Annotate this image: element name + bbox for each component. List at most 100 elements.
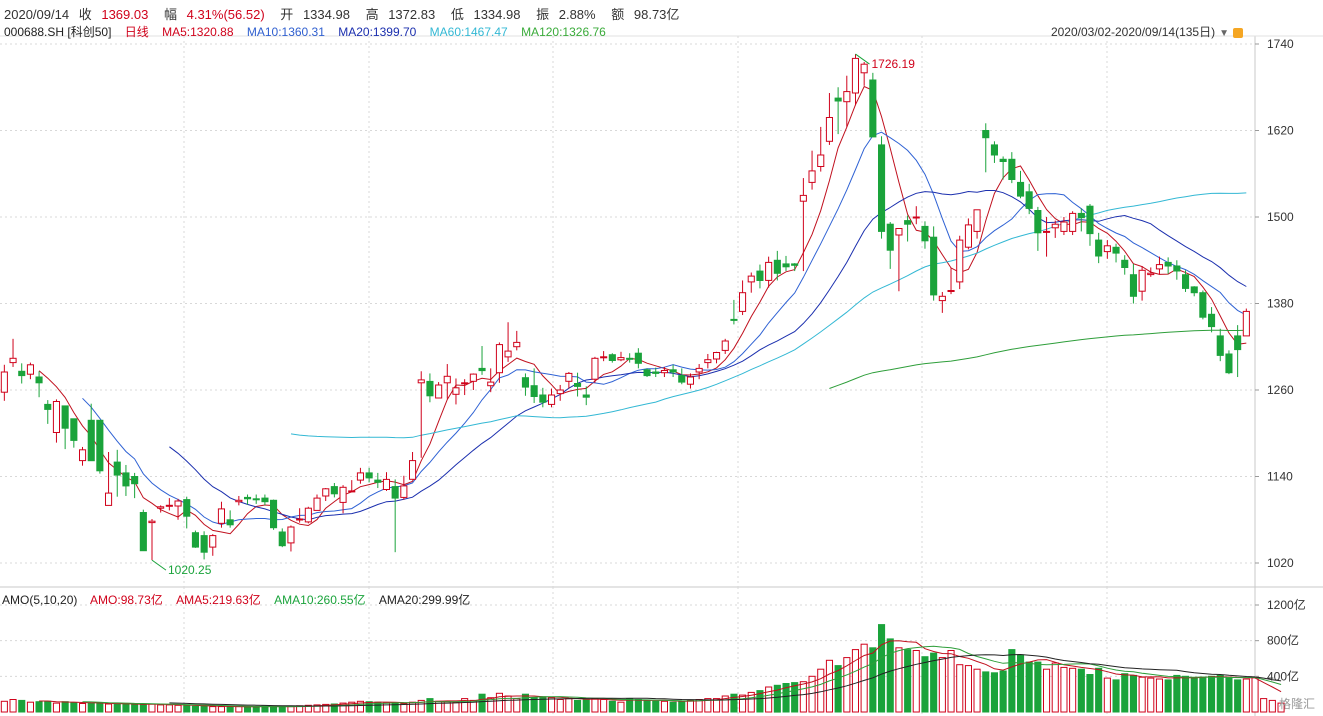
volume-bar[interactable] (1199, 676, 1207, 713)
volume-bar[interactable] (304, 704, 312, 713)
volume-bar[interactable] (270, 706, 278, 713)
volume-bar[interactable] (452, 701, 460, 713)
volume-bar[interactable] (87, 702, 95, 713)
volume-bar[interactable] (165, 704, 173, 713)
volume-bar[interactable] (1260, 698, 1268, 713)
candle[interactable] (261, 494, 269, 506)
candle[interactable] (626, 353, 634, 363)
candle[interactable] (148, 519, 156, 561)
candle[interactable] (721, 338, 729, 354)
volume-bar[interactable] (70, 702, 78, 713)
volume-bar[interactable] (313, 704, 321, 713)
volume-bar[interactable] (938, 657, 946, 713)
candle[interactable] (582, 386, 590, 406)
volume-bar[interactable] (1086, 674, 1094, 713)
volume-bar[interactable] (1208, 675, 1216, 713)
candle[interactable] (469, 373, 477, 390)
volume-bar[interactable] (869, 647, 877, 713)
volume-bar[interactable] (1060, 666, 1068, 713)
volume-bar[interactable] (851, 649, 860, 713)
candle[interactable] (409, 451, 417, 480)
candle[interactable] (244, 494, 252, 505)
candle[interactable] (634, 348, 642, 369)
candle[interactable] (808, 150, 816, 190)
volume-bar[interactable] (487, 697, 495, 713)
candle[interactable] (643, 368, 651, 378)
candle[interactable] (443, 364, 451, 399)
volume-bar[interactable] (660, 700, 669, 713)
volume-bar[interactable] (973, 668, 981, 713)
candle[interactable] (217, 501, 225, 528)
volume-bar[interactable] (52, 702, 61, 713)
candle[interactable] (999, 156, 1007, 180)
candle[interactable] (382, 472, 390, 491)
volume-bar[interactable] (235, 706, 243, 713)
volume-bar[interactable] (417, 699, 425, 713)
candle[interactable] (1121, 255, 1129, 275)
candle[interactable] (843, 75, 851, 127)
candle[interactable] (504, 322, 512, 362)
candle[interactable] (18, 363, 26, 384)
volume-bar[interactable] (191, 705, 199, 713)
candle[interactable] (1216, 328, 1224, 362)
candle[interactable] (739, 280, 747, 316)
volume-bar[interactable] (244, 706, 252, 713)
volume-bar[interactable] (565, 698, 573, 713)
volume-bar[interactable] (791, 682, 799, 713)
candle[interactable] (96, 419, 104, 474)
candle[interactable] (912, 206, 920, 225)
candle[interactable] (296, 508, 304, 523)
candle[interactable] (70, 418, 78, 448)
volume-bar[interactable] (1277, 702, 1285, 713)
candle[interactable] (938, 291, 946, 313)
candle[interactable] (686, 373, 695, 389)
candle[interactable] (956, 235, 964, 290)
volume-bar[interactable] (1225, 677, 1233, 713)
candle[interactable] (860, 62, 868, 86)
candle[interactable] (1173, 260, 1181, 280)
volume-bar[interactable] (209, 706, 217, 713)
candle[interactable] (1242, 308, 1250, 337)
date-range-text[interactable]: 2020/03/02-2020/09/14(135日) (1050, 25, 1216, 39)
candle[interactable] (235, 495, 243, 506)
candle[interactable] (478, 346, 486, 375)
volume-bar[interactable] (773, 684, 781, 713)
date-range-selector[interactable]: 2020/03/02-2020/09/14(135日) ▼ (1051, 23, 1243, 40)
volume-bar[interactable] (122, 703, 130, 713)
candle[interactable] (1164, 257, 1172, 274)
candle[interactable] (1138, 266, 1146, 301)
candle[interactable] (435, 382, 443, 399)
candle[interactable] (417, 371, 425, 458)
candle[interactable] (730, 299, 738, 325)
volume-bar[interactable] (895, 647, 903, 713)
volume-bar[interactable] (678, 700, 686, 713)
volume-bar[interactable] (686, 699, 695, 713)
volume-bar[interactable] (1112, 679, 1120, 713)
candle[interactable] (226, 510, 234, 528)
candle[interactable] (556, 384, 564, 401)
volume-bar[interactable] (287, 706, 295, 713)
volume-bar[interactable] (148, 703, 156, 713)
candle[interactable] (426, 373, 434, 403)
candle[interactable] (1043, 217, 1051, 257)
volume-bar[interactable] (0, 700, 8, 713)
volume-bar[interactable] (339, 702, 347, 713)
candle[interactable] (157, 505, 165, 513)
volume-bar[interactable] (61, 701, 69, 713)
volume-bar[interactable] (669, 701, 677, 713)
candle[interactable] (348, 480, 356, 493)
volume-bar[interactable] (1095, 667, 1103, 713)
candle[interactable] (322, 488, 330, 502)
volume-bar[interactable] (330, 703, 338, 713)
volume-bar[interactable] (356, 700, 364, 713)
candle[interactable] (87, 403, 95, 462)
candle[interactable] (591, 356, 599, 383)
volume-bar[interactable] (634, 699, 642, 713)
volume-bar[interactable] (1008, 649, 1016, 713)
candle[interactable] (817, 126, 825, 172)
volume-bar[interactable] (930, 652, 938, 713)
candle[interactable] (1147, 267, 1155, 277)
volume-bar[interactable] (765, 686, 773, 713)
volume-bar[interactable] (956, 664, 964, 713)
candle[interactable] (270, 499, 278, 530)
